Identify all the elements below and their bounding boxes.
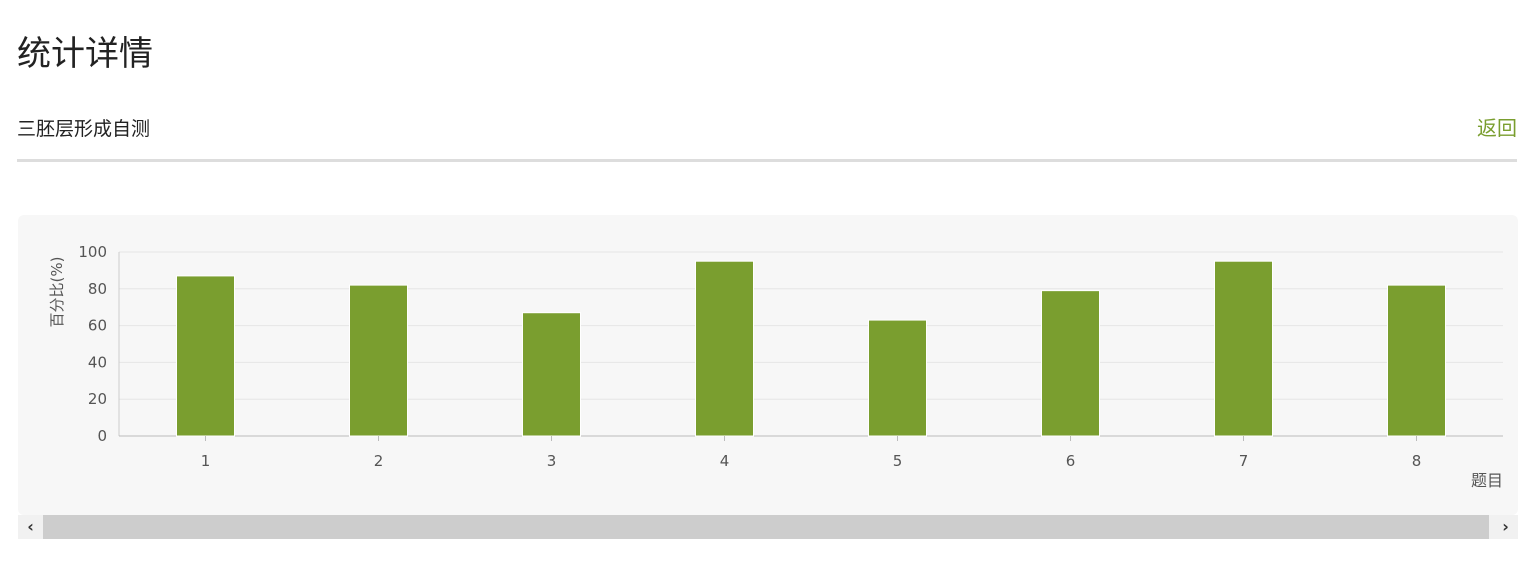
x-tick-label: 2	[374, 452, 384, 470]
bar[interactable]	[1387, 284, 1446, 437]
bar[interactable]	[1041, 290, 1100, 437]
y-tick-label: 0	[97, 427, 107, 445]
back-link[interactable]: 返回	[1477, 116, 1517, 140]
y-tick-label: 80	[88, 280, 107, 298]
page-title: 统计详情	[17, 34, 153, 74]
bar[interactable]	[695, 260, 754, 437]
x-tick-label: 8	[1412, 452, 1422, 470]
x-tick-label: 5	[893, 452, 903, 470]
bar[interactable]	[1214, 260, 1273, 437]
chart-background	[18, 215, 1518, 515]
chevron-left-icon[interactable]: ‹	[27, 517, 34, 536]
bar[interactable]	[176, 275, 235, 437]
x-tick-label: 3	[547, 452, 557, 470]
x-axis-label: 题目	[1471, 471, 1503, 490]
bar[interactable]	[868, 319, 927, 437]
horizontal-scrollbar[interactable]: ‹ ›	[18, 515, 1518, 539]
x-tick-label: 4	[720, 452, 730, 470]
y-axis-label: 百分比(%)	[48, 257, 66, 328]
y-tick-label: 40	[88, 353, 107, 371]
bar[interactable]	[349, 284, 408, 437]
quiz-title: 三胚层形成自测	[17, 118, 151, 140]
chevron-right-icon[interactable]: ›	[1502, 517, 1509, 536]
y-tick-label: 20	[88, 390, 107, 408]
x-tick-label: 1	[201, 452, 211, 470]
scrollbar-thumb[interactable]	[43, 515, 1489, 539]
y-tick-label: 60	[88, 317, 107, 335]
bar[interactable]	[522, 312, 581, 437]
x-tick-label: 6	[1066, 452, 1076, 470]
divider	[17, 159, 1517, 162]
x-tick-label: 7	[1239, 452, 1249, 470]
y-tick-label: 100	[78, 243, 107, 261]
bar-chart: 0 20 40 60 80 100 1 2 3 4 5 6 7 8 题目 百分比(%)	[18, 215, 1518, 515]
